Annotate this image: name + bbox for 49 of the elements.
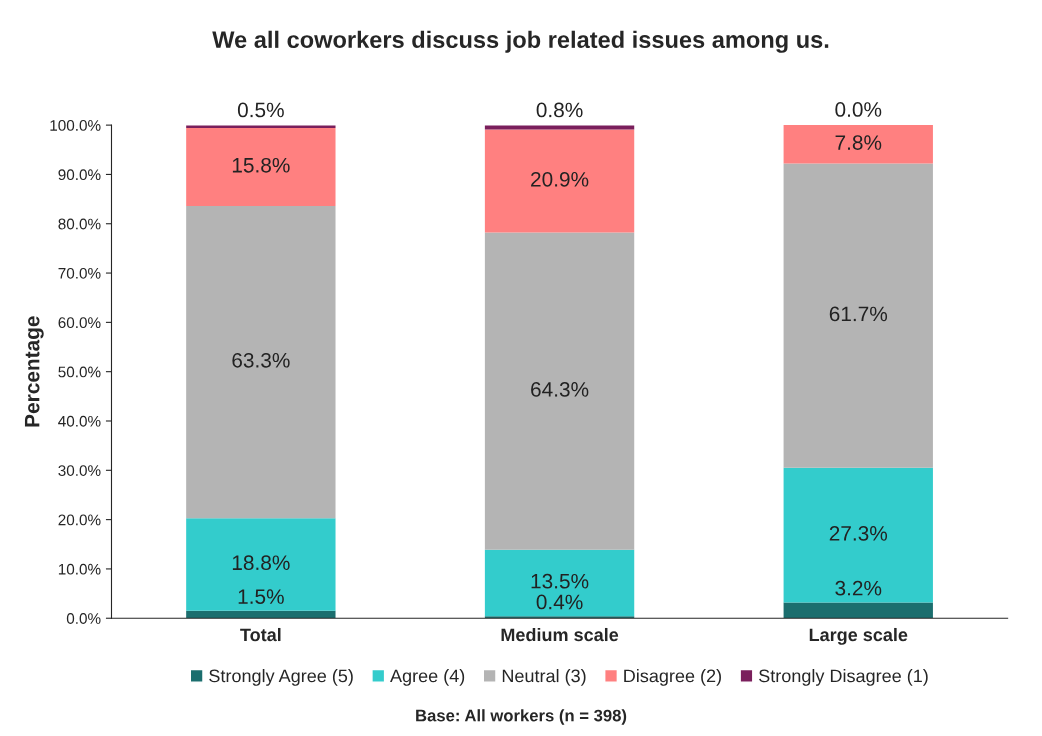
x-tick-label: Total — [240, 627, 281, 642]
bar — [783, 467, 933, 603]
data-label: 3.2% — [835, 580, 882, 596]
data-label: 27.3% — [829, 525, 888, 541]
y-tick-label: 0.0% — [66, 613, 101, 624]
y-tick-label: 20.0% — [58, 514, 101, 526]
data-label: 64.3% — [531, 382, 589, 397]
text: Base: All workers (n = 398) — [416, 709, 627, 725]
y-tick-label: 50.0% — [58, 366, 101, 378]
bar — [484, 232, 635, 550]
x-tick-label: Large scale — [809, 627, 908, 645]
data-label: 0.5% — [237, 102, 284, 118]
chart-title: We all coworkers discuss job related issues among us. — [212, 30, 829, 53]
bar — [783, 602, 933, 619]
bar — [484, 129, 635, 233]
bar — [783, 125, 933, 164]
y-tick-label: 10.0% — [58, 563, 101, 575]
legend-label: Strongly Disagree (1) — [759, 669, 928, 686]
data-label: 63.3% — [232, 352, 290, 368]
data-label: 13.5% — [531, 573, 589, 589]
y-tick-label: 30.0% — [58, 465, 101, 476]
bar — [484, 549, 635, 617]
y-tick-label: 70.0% — [58, 267, 101, 279]
bar — [186, 518, 336, 611]
y-tick-label: 90.0% — [58, 169, 101, 181]
data-label: 20.9% — [531, 171, 589, 187]
data-label: 18.8% — [232, 555, 290, 571]
y-tick-label: 100.0% — [50, 119, 101, 131]
legend-label: Neutral (3) — [502, 669, 586, 686]
bar — [186, 610, 336, 619]
data-label: 0.4% — [536, 594, 583, 610]
data-label: 1.5% — [238, 589, 284, 604]
bar — [186, 205, 336, 519]
legend-label: Disagree (2) — [624, 669, 721, 686]
data-label: 61.7% — [829, 306, 888, 322]
y-tick-label: 40.0% — [58, 415, 101, 427]
bar — [186, 128, 336, 206]
y-tick-label: 60.0% — [58, 317, 101, 329]
legend-label: Agree (4) — [390, 669, 465, 686]
bar — [783, 163, 933, 468]
legend-label: Strongly Agree (5) — [209, 669, 353, 686]
y-tick-label: 80.0% — [58, 218, 101, 230]
bar — [484, 125, 635, 130]
data-label: 15.8% — [232, 157, 290, 173]
data-label: 0.8% — [536, 102, 583, 118]
y-axis-title: Percentage — [24, 316, 44, 427]
x-tick-label: Medium scale — [501, 627, 619, 642]
data-label: 7.8% — [835, 135, 882, 150]
data-label: 0.0% — [835, 102, 882, 117]
